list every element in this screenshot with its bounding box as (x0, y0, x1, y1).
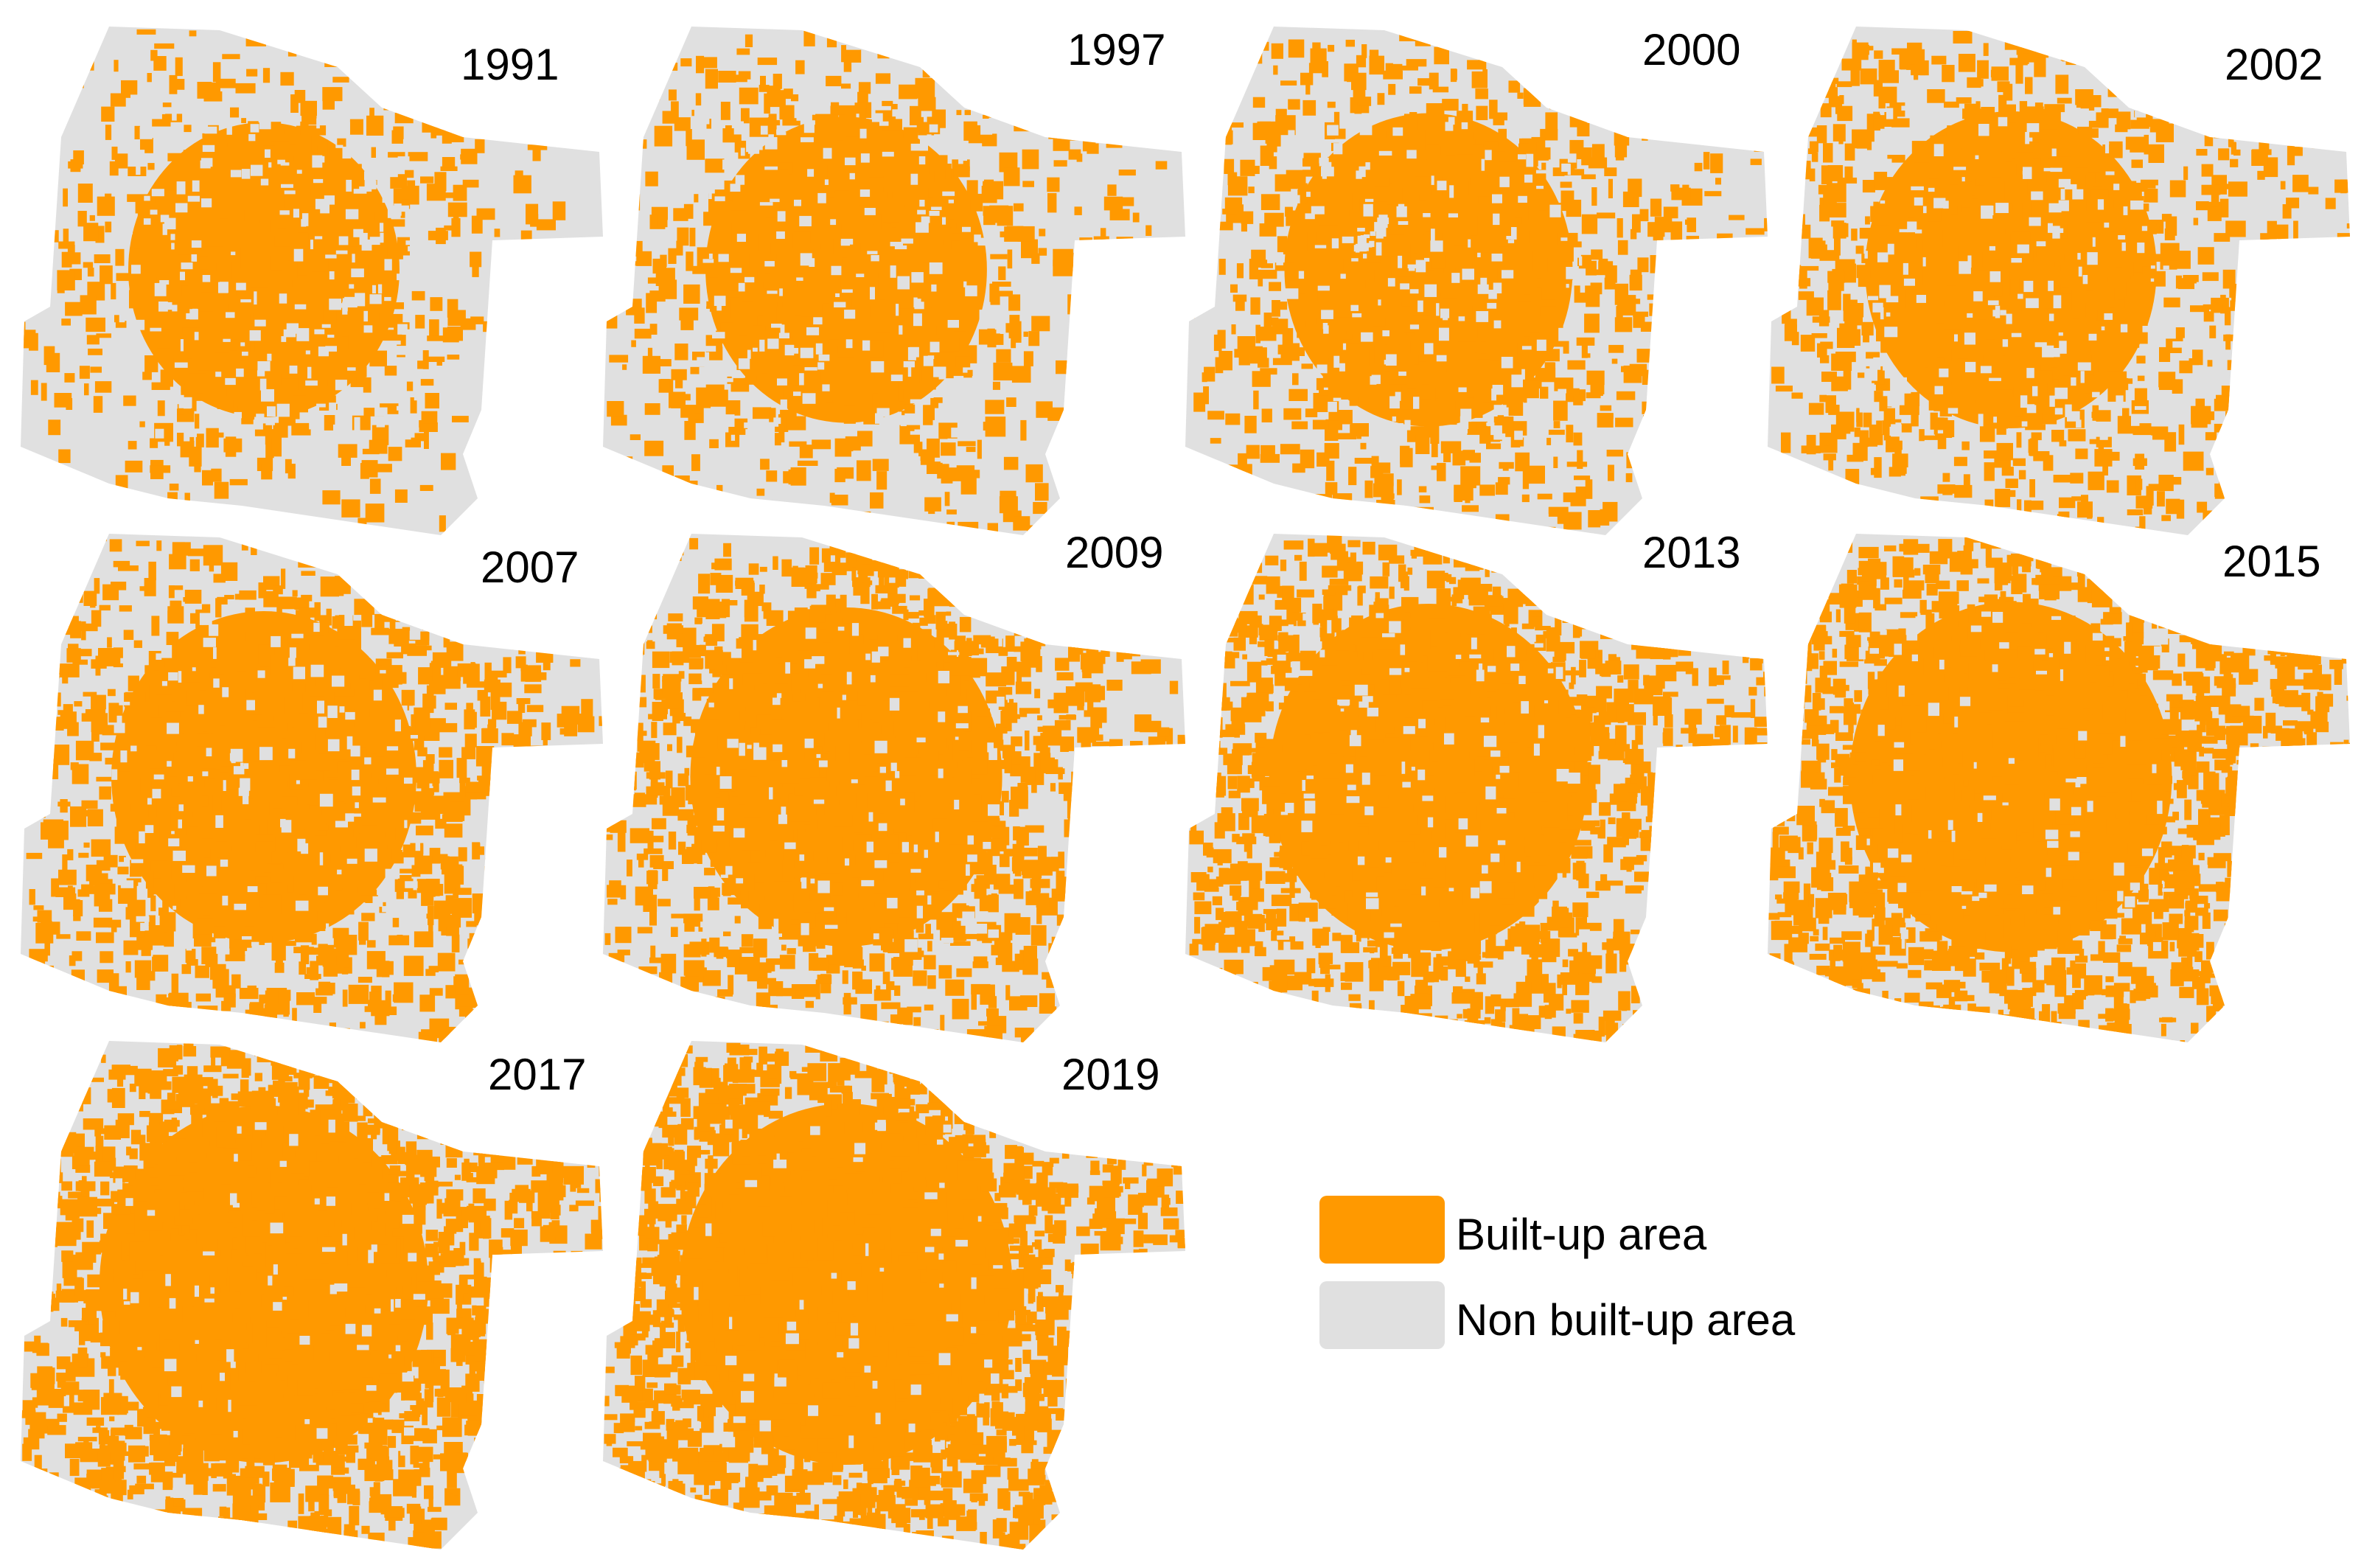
map-panel (603, 534, 1185, 1042)
legend-swatch-built-up (1319, 1196, 1445, 1264)
legend-swatch-non-built-up (1319, 1281, 1445, 1349)
legend-label: Non built-up area (1456, 1295, 1796, 1345)
year-label: 2015 (2222, 537, 2321, 586)
year-label: 1997 (1067, 25, 1166, 74)
map-panel (603, 27, 1185, 535)
map-panel (603, 1041, 1185, 1550)
year-label: 1991 (461, 40, 559, 89)
map-panel (21, 1041, 603, 1550)
map-panel (21, 534, 603, 1042)
legend-label: Built-up area (1456, 1210, 1707, 1259)
legend: Built-up area Non built-up area (1319, 1196, 1909, 1358)
map-panel (1768, 27, 2350, 535)
year-label: 2013 (1642, 528, 1741, 577)
year-label: 2002 (2225, 40, 2323, 89)
built-up-layer (1185, 534, 1768, 1042)
map-panel (1768, 534, 2350, 1042)
map-panel (1185, 27, 1768, 535)
year-label: 2007 (481, 543, 579, 592)
map-panel (21, 27, 603, 535)
map-panel (1185, 534, 1768, 1042)
year-label: 2019 (1061, 1050, 1160, 1099)
year-label: 2009 (1065, 528, 1164, 577)
built-up-layer (21, 28, 598, 535)
year-label: 2000 (1642, 25, 1741, 74)
year-label: 2017 (488, 1050, 587, 1099)
